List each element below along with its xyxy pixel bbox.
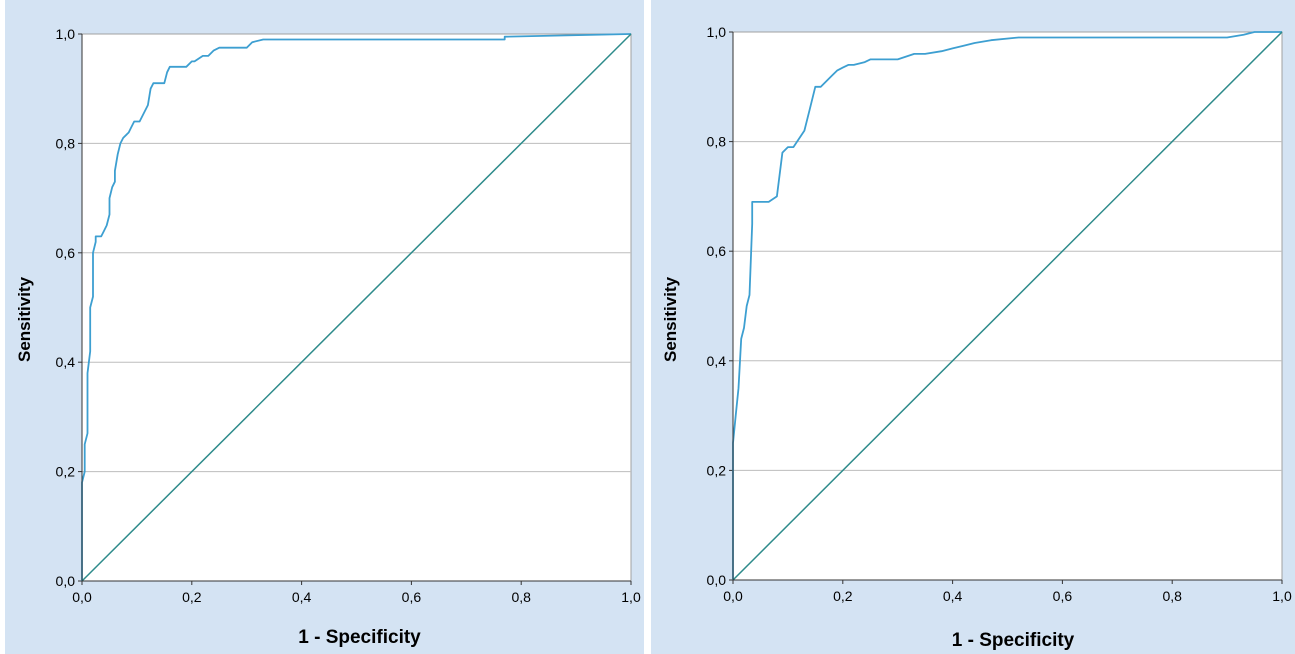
x-tick-label: 0,4 bbox=[943, 588, 963, 604]
x-tick-label: 0,6 bbox=[402, 589, 422, 605]
roc-curve bbox=[81, 33, 632, 581]
y-tick-label: 0,2 bbox=[707, 462, 727, 478]
y-tick-label: 0,8 bbox=[707, 134, 727, 150]
x-tick-label: 0,2 bbox=[833, 588, 853, 604]
x-tick-label: 1,0 bbox=[1272, 588, 1292, 604]
x-axis-label: 1 - Specificity bbox=[951, 630, 1075, 651]
chart-panel-left: 0,0 0,2 0,4 0,6 0,8 1,0 0,0 0,2 0,4 0,6 0,8 1,0 Sen… bbox=[5, 0, 644, 654]
reference-line bbox=[81, 33, 632, 582]
y-tick-label: 0,6 bbox=[707, 243, 727, 259]
x-tick-label: 0,0 bbox=[72, 589, 92, 605]
y-tick-label: 0,2 bbox=[56, 464, 76, 480]
y-tick-label: 0,8 bbox=[56, 135, 76, 151]
y-tick-label: 1,0 bbox=[707, 24, 727, 40]
x-tick-label: 0,6 bbox=[1053, 588, 1073, 604]
roc-curve bbox=[732, 31, 1282, 580]
y-tick-label: 0,4 bbox=[56, 354, 76, 370]
x-tick-label: 0,0 bbox=[723, 588, 743, 604]
y-tick-label: 0,0 bbox=[56, 573, 76, 589]
x-tick-label: 0,2 bbox=[182, 589, 202, 605]
y-tick-label: 0,6 bbox=[56, 245, 76, 261]
x-tick-label: 0,8 bbox=[511, 589, 531, 605]
y-axis-label: Sensitivity bbox=[15, 276, 34, 362]
x-axis-label: 1 - Specificity bbox=[298, 627, 421, 648]
x-tick-label: 0,8 bbox=[1162, 588, 1182, 604]
y-tick-label: 0,4 bbox=[707, 353, 727, 369]
y-axis-label: Sensitivity bbox=[661, 276, 680, 362]
y-tick-label: 0,0 bbox=[707, 572, 727, 588]
x-tick-label: 0,4 bbox=[292, 589, 312, 605]
roc-chart-right: 0,0 0,2 0,4 0,6 0,8 1,0 0,0 0,2 0,4 0,6 0,8 1,0 bbox=[707, 24, 1292, 604]
reference-line bbox=[732, 31, 1283, 581]
y-tick-label: 1,0 bbox=[56, 26, 76, 42]
roc-chart-left: 0,0 0,2 0,4 0,6 0,8 1,0 0,0 0,2 0,4 0,6 0,8 1,0 bbox=[56, 26, 641, 605]
x-tick-label: 1,0 bbox=[621, 589, 641, 605]
chart-panel-right: 0,0 0,2 0,4 0,6 0,8 1,0 0,0 0,2 0,4 0,6 0,8 1,0 Sen… bbox=[651, 0, 1295, 654]
